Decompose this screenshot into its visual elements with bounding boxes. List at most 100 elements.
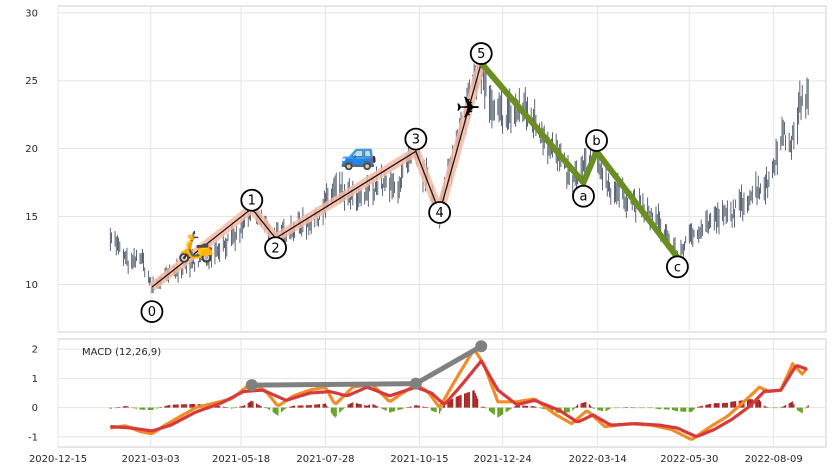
macd-hist-bar [191,403,193,408]
macd-hist-bar [624,407,626,409]
price-y-tick: 30 [25,8,38,19]
macd-hist-bar [601,407,604,412]
macd-hist-bar [801,407,803,414]
macd-hist-bar [433,407,435,412]
macd-hist-bar [222,406,224,408]
macd-hist-bar [730,401,732,408]
divergence-point [245,379,258,392]
macd-hist-bar [641,407,643,409]
macd-hist-bar [689,407,692,412]
macd-hist-bar [490,407,492,413]
macd-hist-bar [796,407,799,411]
macd-hist-bar [366,405,368,408]
macd-hist-bar [248,402,251,408]
macd-hist-bar [781,406,783,408]
macd-hist-bar [760,401,762,408]
macd-hist-bar [166,405,168,408]
macd-hist-bar [765,406,768,408]
macd-hist-bar [131,407,133,409]
macd-hist-bar [474,393,476,408]
macd-hist-bar [230,407,233,409]
macd-hist-bar [122,406,124,408]
macd-hist-bar [132,407,134,409]
macd-hist-bar [771,407,774,409]
macd-hist-bar [593,407,595,409]
macd-hist-bar [466,392,468,408]
macd-hist-bar [377,406,379,408]
macd-hist-bar [746,399,749,408]
macd-hist-bar [468,391,470,408]
macd-hist-bar [190,404,192,408]
macd-hist-bar [332,407,334,415]
macd-hist-bar [333,407,335,417]
macd-hist-bar [424,407,426,408]
macd-hist-bar [305,405,308,408]
macd-hist-bar [239,406,241,408]
macd-legend: MACD (12,26,9) [82,347,161,358]
macd-hist-bar [310,404,312,408]
wave-label-circle [404,127,428,151]
macd-hist-bar [542,407,544,409]
macd-y-tick: -1 [28,432,38,443]
macd-hist-bar [235,407,237,408]
macd-hist-bar [251,400,253,408]
wave-label-circle [264,236,287,260]
macd-hist-bar [651,407,654,409]
macd-hist-bar [623,407,625,409]
macd-hist-bar [427,407,429,408]
macd-hist-bar [289,406,291,408]
x-tick-label: 2021-07-28 [296,454,354,465]
macd-hist-bar [706,404,708,408]
impulse-wave-line [151,62,482,288]
macd-hist-bar [763,405,765,408]
macd-hist-bar [285,407,287,409]
macd-hist-bar [293,405,296,408]
macd-hist-bar [793,404,795,408]
macd-hist-bar [672,407,674,411]
macd-hist-bar [123,406,126,408]
macd-hist-bar [458,395,460,408]
macd-hist-bar [135,407,138,409]
price-y-tick: 20 [25,144,38,155]
macd-hist-bar [497,407,499,418]
macd-hist-bar [452,398,454,408]
macd-hist-bar [147,407,149,410]
macd-hist-bar [398,407,400,410]
macd-hist-bar [756,399,758,408]
x-tick-label: 2021-03-03 [122,454,180,465]
macd-hist-bar [606,407,608,411]
macd-hist-bar [798,407,800,412]
macd-hist-bar [563,407,566,413]
macd-hist-bar [718,403,720,408]
macd-hist-bar [724,402,726,408]
macd-hist-bar [698,406,700,408]
macd-hist-bar [315,404,317,408]
macd-hist-bar [334,407,336,418]
macd-hist-bar [349,403,352,408]
macd-hist-bar [233,407,235,409]
macd-hist-bar [721,402,724,408]
macd-hist-bar [114,407,116,409]
macd-hist-bar [330,407,333,413]
macd-hist-bar [638,407,640,409]
macd-hist-bar [591,407,593,408]
macd-hist-bar [443,402,445,408]
macd-hist-bar [219,405,221,408]
macd-hist-bar [110,407,113,409]
macd-hist-bar [273,407,275,414]
macd-hist-bar [491,407,493,413]
macd-hist-bar [525,405,528,408]
macd-hist-bar [309,405,311,408]
macd-hist-bar [133,407,135,409]
macd-hist-bar [255,403,258,408]
macd-hist-bar [764,406,766,408]
macd-hist-bar [156,407,158,409]
macd-hist-bar [799,407,801,412]
macd-hist-bar [150,407,152,411]
macd-hist-bar [580,403,582,408]
macd-hist-bar [217,405,220,408]
macd-hist-bar [656,407,658,409]
macd-hist-bar [280,407,283,413]
macd-hist-bar [415,405,417,408]
